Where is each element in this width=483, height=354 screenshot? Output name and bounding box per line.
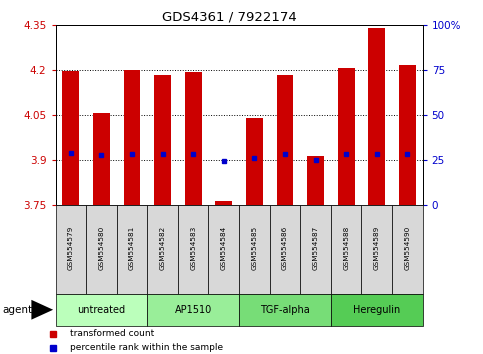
Bar xyxy=(399,65,416,205)
Bar xyxy=(246,118,263,205)
Bar xyxy=(178,205,209,294)
Polygon shape xyxy=(31,300,53,320)
Bar xyxy=(338,68,355,205)
Bar xyxy=(239,205,270,294)
Text: GSM554582: GSM554582 xyxy=(159,226,166,270)
Bar xyxy=(331,294,423,326)
Bar xyxy=(361,205,392,294)
Bar xyxy=(86,205,117,294)
Text: untreated: untreated xyxy=(77,305,126,315)
Bar xyxy=(62,71,79,205)
Bar xyxy=(270,205,300,294)
Bar xyxy=(147,294,239,326)
Text: GSM554585: GSM554585 xyxy=(251,226,257,270)
Bar xyxy=(215,200,232,205)
Bar xyxy=(300,205,331,294)
Text: GSM554581: GSM554581 xyxy=(129,226,135,270)
Text: transformed count: transformed count xyxy=(71,329,155,338)
Bar xyxy=(277,75,293,205)
Bar xyxy=(154,75,171,205)
Text: GSM554579: GSM554579 xyxy=(68,226,74,270)
Bar xyxy=(124,70,141,205)
Bar xyxy=(185,72,201,205)
Bar xyxy=(209,205,239,294)
Text: GSM554584: GSM554584 xyxy=(221,226,227,270)
Text: GSM554587: GSM554587 xyxy=(313,226,319,270)
Text: GSM554588: GSM554588 xyxy=(343,226,349,270)
Bar xyxy=(56,294,147,326)
Bar xyxy=(331,205,361,294)
Bar xyxy=(307,156,324,205)
Text: AP1510: AP1510 xyxy=(174,305,212,315)
Bar xyxy=(117,205,147,294)
Text: GSM554590: GSM554590 xyxy=(404,226,411,270)
Text: GDS4361 / 7922174: GDS4361 / 7922174 xyxy=(162,11,297,24)
Text: GSM554580: GSM554580 xyxy=(99,226,104,270)
Bar xyxy=(147,205,178,294)
Text: percentile rank within the sample: percentile rank within the sample xyxy=(71,343,224,352)
Text: GSM554586: GSM554586 xyxy=(282,226,288,270)
Text: GSM554589: GSM554589 xyxy=(374,226,380,270)
Bar xyxy=(239,294,331,326)
Bar xyxy=(56,205,86,294)
Bar xyxy=(392,205,423,294)
Text: Heregulin: Heregulin xyxy=(353,305,400,315)
Text: GSM554583: GSM554583 xyxy=(190,226,196,270)
Bar xyxy=(93,113,110,205)
Bar xyxy=(369,28,385,205)
Text: TGF-alpha: TGF-alpha xyxy=(260,305,310,315)
Text: agent: agent xyxy=(2,305,32,315)
